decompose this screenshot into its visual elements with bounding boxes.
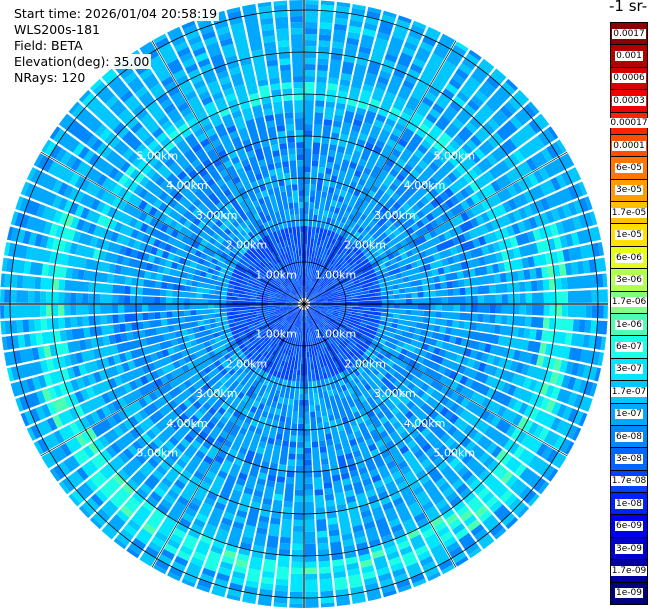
colorbar-level: 3e-08 [610, 447, 648, 471]
colorbar-level-label: 6e-08 [615, 431, 643, 442]
colorbar-level: 6e-05 [610, 156, 648, 180]
ray-gates [0, 10, 608, 600]
colorbar-level: 1e-07 [610, 402, 648, 426]
colorbar-level: 0.0001 [610, 133, 648, 158]
colorbar-level: 0.0017 [610, 22, 648, 46]
colorbar-level-label: 3e-07 [615, 364, 643, 375]
colorbar-level: 1.7e-08 [610, 469, 648, 494]
range-label: 5.00km [137, 150, 179, 163]
colorbar-level-label: 1.7e-09 [610, 565, 648, 576]
colorbar-level: 3e-07 [610, 357, 648, 382]
range-label: 2.00km [226, 357, 268, 370]
colorbar-level-label: 6e-05 [615, 162, 643, 173]
colorbar-level: 3e-09 [610, 536, 648, 561]
field-label: Field: BETA [12, 38, 85, 53]
range-label: 5.00km [434, 447, 476, 460]
colorbar-level-label: 0.0001 [612, 140, 646, 151]
colorbar-level: 1e-09 [610, 581, 648, 605]
colorbar-level-label: 1e-06 [615, 319, 643, 330]
colorbar-level-label: 6e-09 [615, 521, 643, 532]
colorbar: 0.0017 0.001 0.0006 0.0003 0.00017 0.0001 6e-0… [609, 22, 650, 605]
colorbar-level-label: 3e-05 [615, 185, 643, 196]
colorbar-level-label: 1.7e-05 [610, 207, 648, 218]
ray-gates [0, 0, 606, 608]
colorbar-level-label: 1.7e-06 [610, 297, 648, 308]
azimuth-line [303, 303, 568, 457]
range-label: 1.00km [315, 268, 357, 281]
colorbar-level-label: 1e-07 [615, 409, 643, 420]
range-label: 4.00km [404, 417, 446, 430]
start-time-label: Start time: 2026/01/04 20:58:19 [12, 6, 220, 21]
colorbar-level-label: 1e-08 [615, 498, 643, 509]
colorbar-level-label: 1e-09 [615, 588, 643, 599]
elevation-label: Elevation(deg): 35.00 [12, 54, 152, 69]
colorbar-level: 1.7e-06 [610, 290, 648, 314]
range-label: 3.00km [374, 209, 416, 222]
colorbar-level-label: 1.7e-08 [610, 476, 648, 487]
colorbar-level: 1e-05 [610, 223, 648, 247]
colorbar-level: 0.00017 [609, 111, 649, 135]
range-label: 3.00km [196, 209, 238, 222]
colorbar-level-label: 0.00017 [609, 118, 649, 129]
colorbar-level: 6e-08 [610, 424, 648, 449]
range-label: 2.00km [344, 239, 386, 252]
range-label: 1.00km [315, 328, 357, 341]
range-label: 4.00km [404, 179, 446, 192]
azimuth-line [151, 303, 305, 568]
range-label: 2.00km [226, 239, 268, 252]
range-label: 2.00km [344, 357, 386, 370]
colorbar-level-label: 1.7e-07 [610, 386, 648, 397]
colorbar-level: 6e-06 [610, 245, 648, 270]
colorbar-level: 1.7e-05 [610, 201, 648, 225]
colorbar-level: 1.7e-09 [610, 559, 648, 583]
range-label: 5.00km [434, 150, 476, 163]
colorbar-level: 0.001 [610, 44, 648, 68]
colorbar-level: 1.7e-07 [610, 380, 648, 404]
ray-gates [112, 114, 497, 496]
colorbar-level: 6e-07 [610, 335, 648, 359]
azimuth-line [303, 151, 568, 305]
colorbar-level-label: 0.0006 [612, 73, 646, 84]
colorbar-level-label: 3e-08 [615, 453, 643, 464]
azimuth-line [303, 303, 457, 568]
nrays-label: NRays: 120 [12, 70, 88, 85]
colorbar-level: 3e-05 [610, 178, 648, 203]
azimuth-lines [0, 0, 608, 608]
azimuth-line [40, 151, 305, 305]
range-label: 3.00km [374, 387, 416, 400]
colorbar-level: 6e-09 [610, 514, 648, 538]
colorbar-level-label: 6e-07 [615, 342, 643, 353]
azimuth-line [303, 40, 457, 305]
range-labels: 1.00km 1.00km 1.00km 1.00km 2.00km 2.00km 2.00… [137, 150, 476, 460]
colorbar-level-label: 1e-05 [615, 230, 643, 241]
colorbar-level-label: 3e-06 [615, 274, 643, 285]
range-label: 1.00km [255, 328, 297, 341]
ray-gates [226, 226, 382, 381]
range-label: 3.00km [196, 387, 238, 400]
instrument-label: WLS200s-181 [12, 22, 102, 37]
azimuth-line [40, 303, 305, 457]
colorbar-level: 1e-06 [610, 313, 648, 337]
colorbar-level: 0.0003 [610, 89, 648, 113]
ray-field [0, 0, 608, 608]
colorbar-level: 3e-06 [610, 268, 648, 292]
range-label: 4.00km [166, 417, 208, 430]
colorbar-level-label: 3e-09 [615, 543, 643, 554]
range-label: 1.00km [255, 268, 297, 281]
range-label: 5.00km [137, 447, 179, 460]
ray-gates [2, 4, 598, 604]
azimuth-line [151, 40, 305, 305]
colorbar-level: 0.0006 [610, 66, 648, 91]
colorbar-unit-label: -1 sr- [609, 0, 648, 15]
colorbar-level-label: 6e-06 [615, 252, 643, 263]
colorbar-level: 1e-08 [610, 492, 648, 516]
range-label: 4.00km [166, 179, 208, 192]
colorbar-level-label: 0.0003 [612, 95, 646, 106]
colorbar-level-label: 0.0017 [612, 28, 646, 39]
colorbar-level-label: 0.001 [615, 51, 643, 62]
